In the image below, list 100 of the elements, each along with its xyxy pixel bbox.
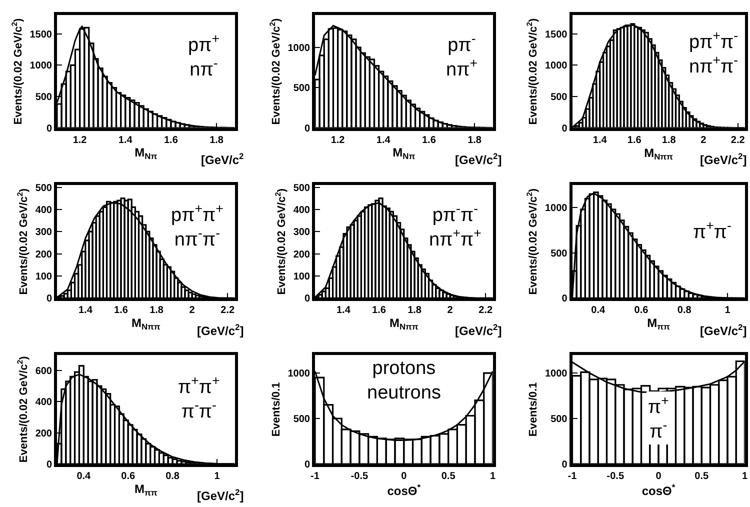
x-tick-label: 2.2 bbox=[478, 305, 494, 316]
y-tick-label: 0 bbox=[562, 294, 568, 305]
x-tick-label: 1 bbox=[214, 470, 220, 482]
text: pπ$^{+}$π$^{+}$ nπ$^{-}$π$^{-}$ bbox=[171, 201, 224, 251]
y-axis-title: Events/0.1 bbox=[528, 382, 540, 437]
y-tick-label: 0 bbox=[46, 123, 52, 134]
x-tick-label: 0.6 bbox=[121, 470, 136, 482]
y-tick-label: 0 bbox=[304, 123, 310, 134]
annotation: pπ$^{-}$ nπ$^{+}$ bbox=[446, 31, 478, 81]
x-tick-label: 0.6 bbox=[634, 305, 649, 316]
x-tick-label: 0.4 bbox=[76, 470, 92, 482]
x-tick-label: 0.4 bbox=[591, 305, 606, 316]
x-tick-label: 0 bbox=[401, 470, 408, 482]
x-axis-title: cosΘ$^{*}$ bbox=[387, 482, 422, 498]
y-tick-label: 100 bbox=[35, 271, 52, 282]
y-tick-label: 1000 bbox=[545, 203, 568, 214]
x-tick-label: 2.2 bbox=[220, 305, 236, 316]
y-tick-label: 1000 bbox=[545, 368, 568, 380]
x-tick-label: 1.6 bbox=[164, 134, 178, 146]
x-axis-title: M$_{Nππ}$ bbox=[131, 316, 161, 332]
annotation: π$^{+}$ π$^{-}$ bbox=[648, 393, 670, 443]
y-tick-label: 200 bbox=[35, 428, 52, 440]
x-tick-label: 1.8 bbox=[408, 305, 422, 316]
y-tick-label: 500 bbox=[293, 83, 310, 94]
y-tick-label: 200 bbox=[35, 249, 52, 260]
y-tick-label: 200 bbox=[293, 249, 310, 260]
x-axis-title: cosΘ$^{*}$ bbox=[642, 482, 676, 498]
x-tick-label: 0.8 bbox=[677, 305, 692, 316]
y-tick-label: 300 bbox=[293, 227, 310, 238]
x-axis-title: M$_{ππ}$ bbox=[134, 482, 158, 498]
x-tick-label: 1.4 bbox=[78, 305, 93, 316]
y-tick-label: 500 bbox=[35, 182, 52, 194]
y-tick-label: 1500 bbox=[545, 29, 568, 40]
x-tick-label: 1.6 bbox=[422, 134, 436, 146]
x-tick-label: 1.4 bbox=[118, 134, 133, 146]
y-tick-label: 600 bbox=[35, 366, 52, 377]
y-tick-label: 0 bbox=[562, 459, 568, 470]
x-tick-label: 1.8 bbox=[468, 134, 482, 146]
x-tick-label: 2 bbox=[447, 305, 454, 316]
y-tick-label: 0 bbox=[46, 459, 52, 470]
text: [GeV/c$^{2}$] bbox=[455, 322, 502, 338]
text: [GeV/c$^{2}$] bbox=[197, 487, 244, 504]
annotation: π$^{+}$π$^{-}$ bbox=[693, 218, 732, 243]
x-tick-label: 1.8 bbox=[210, 134, 224, 146]
annotation: protons neutrons bbox=[367, 358, 441, 404]
x-tick-label: 1.4 bbox=[592, 134, 608, 146]
annotation: pπ$^{+}$ nπ$^{-}$ bbox=[188, 31, 220, 81]
text: [GeV/c$^{2}$] bbox=[455, 151, 502, 168]
x-tick-label: -0.5 bbox=[606, 470, 624, 482]
y-tick-label: 400 bbox=[35, 397, 52, 408]
y-tick-label: 400 bbox=[35, 204, 52, 216]
x-tick-label: 0.5 bbox=[441, 470, 456, 482]
x-tick-label: -1 bbox=[310, 470, 320, 482]
x-tick-label: 0.5 bbox=[694, 470, 710, 482]
y-tick-label: 0 bbox=[562, 123, 568, 134]
y-tick-label: 0 bbox=[304, 294, 310, 305]
x-tick-label: 1.6 bbox=[372, 305, 386, 316]
y-tick-label: 100 bbox=[293, 271, 310, 282]
y-tick-label: 0 bbox=[46, 294, 52, 305]
x-tick-label: 1.2 bbox=[330, 134, 346, 146]
y-tick-label: 500 bbox=[550, 248, 568, 260]
x-tick-label: 1.8 bbox=[662, 134, 676, 146]
x-tick-label: 2 bbox=[700, 134, 707, 146]
y-tick-label: 500 bbox=[550, 414, 568, 425]
x-tick-label: 0 bbox=[656, 470, 662, 482]
text: pπ$^{-}$π$^{-}$ nπ$^{+}$π$^{+}$ bbox=[429, 201, 482, 251]
x-tick-label: 1 bbox=[742, 470, 748, 482]
y-axis-title: Events/0.1 bbox=[270, 382, 282, 437]
x-tick-label: 1 bbox=[490, 470, 496, 482]
y-tick-label: 500 bbox=[293, 182, 310, 194]
x-tick-label: 1.6 bbox=[627, 134, 642, 146]
y-tick-label: 1000 bbox=[288, 368, 310, 380]
x-tick-label: 1.4 bbox=[376, 134, 391, 146]
x-tick-label: 1.2 bbox=[72, 134, 88, 146]
text: [GeV/c$^{2}$] bbox=[197, 322, 244, 338]
y-tick-label: 0 bbox=[304, 459, 310, 470]
x-tick-label: 1.4 bbox=[336, 305, 351, 316]
text: [GeV/c$^{2}$] bbox=[700, 322, 747, 338]
y-tick-label: 500 bbox=[293, 414, 310, 425]
text: [GeV/c$^{2}$ bbox=[201, 151, 244, 168]
x-tick-label: 1 bbox=[724, 305, 731, 316]
x-axis-title: M$_{Nπ}$ bbox=[392, 146, 416, 162]
x-tick-label: 0.8 bbox=[166, 470, 180, 482]
x-axis-title: M$_{Nππ}$ bbox=[644, 146, 674, 162]
x-tick-label: 1.6 bbox=[114, 305, 128, 316]
x-tick-label: 2.2 bbox=[730, 134, 746, 146]
y-tick-label: 300 bbox=[35, 227, 52, 238]
x-tick-label: 1.8 bbox=[150, 305, 164, 316]
y-tick-label: 500 bbox=[550, 92, 568, 103]
text: pπ$^{+}$π$^{-}$ nπ$^{+}$π$^{-}$ bbox=[689, 28, 738, 78]
y-tick-label: 400 bbox=[293, 204, 310, 216]
x-axis-title: M$_{ππ}$ bbox=[647, 316, 670, 332]
x-axis-title: M$_{Nππ}$ bbox=[389, 316, 419, 332]
y-tick-label: 1000 bbox=[30, 60, 52, 72]
x-tick-label: -1 bbox=[568, 470, 578, 482]
x-tick-label: -0.5 bbox=[350, 470, 368, 482]
text: [GeV/c$^{2}$] bbox=[700, 151, 747, 168]
y-tick-label: 500 bbox=[35, 92, 52, 103]
text: π$^{+}$π$^{+}$ π$^{-}$π$^{-}$ bbox=[178, 373, 220, 423]
y-tick-label: 1000 bbox=[288, 42, 310, 54]
